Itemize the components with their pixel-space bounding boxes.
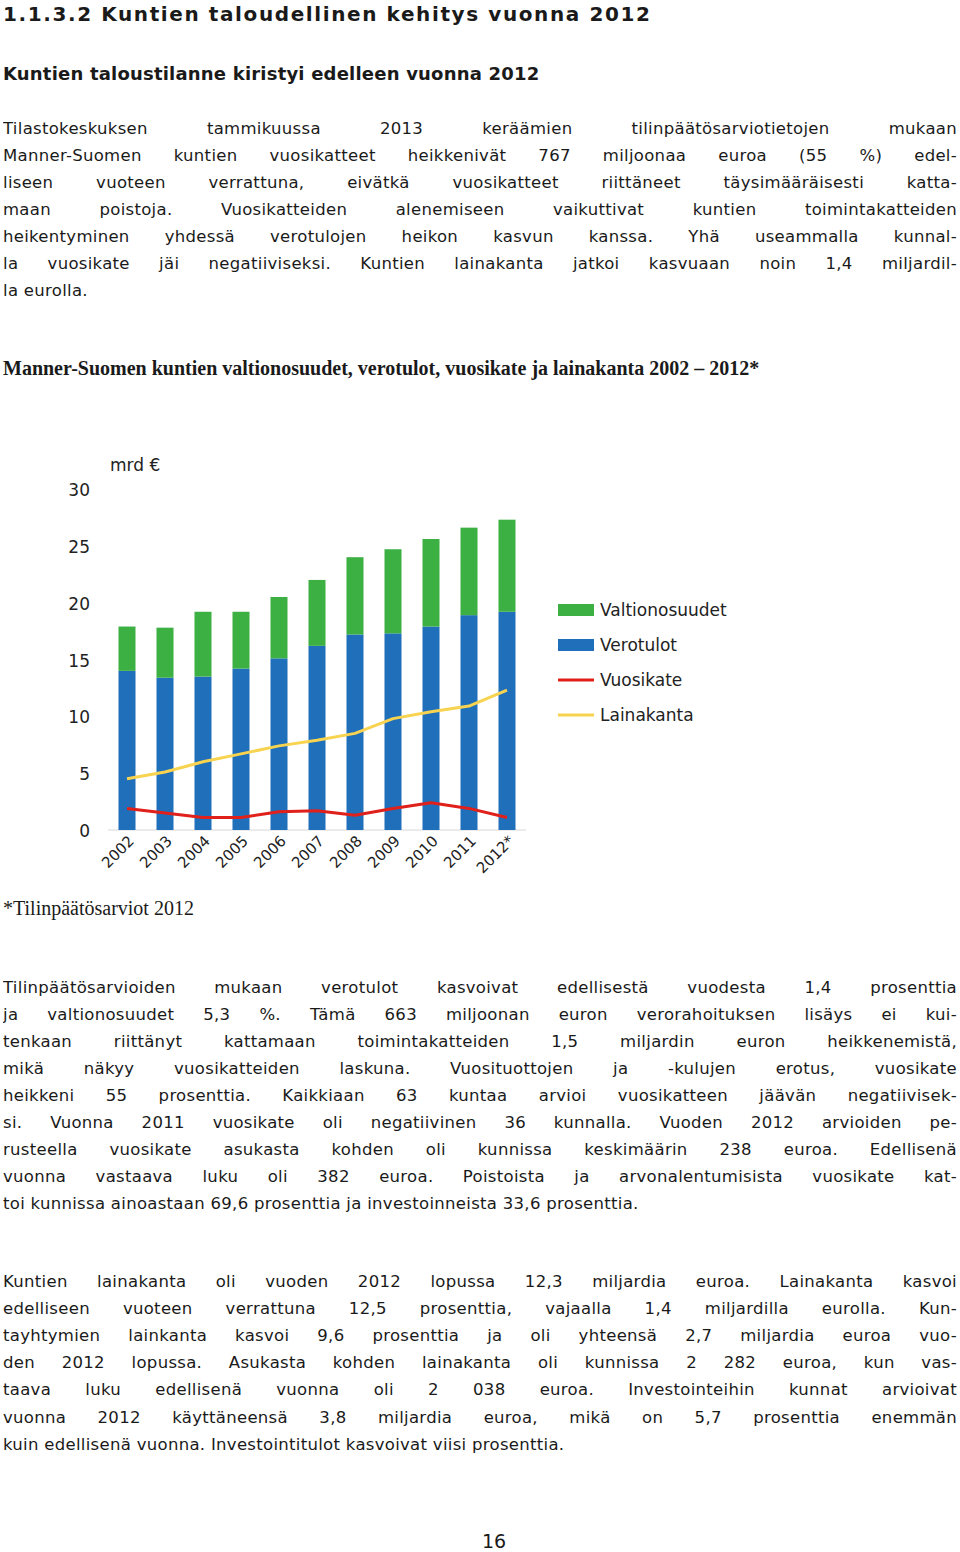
tick-label: 10: [68, 707, 90, 727]
bar: [461, 615, 478, 830]
legend-label: Valtionosuudet: [600, 600, 727, 620]
bar: [499, 520, 516, 612]
bar: [157, 678, 174, 830]
text-line: toi kunnissa ainoastaan 69,6 prosenttia …: [3, 1190, 957, 1217]
tick-mark: [96, 716, 101, 717]
tick-label: 2004: [174, 832, 214, 872]
tick-mark: [96, 659, 101, 660]
bar: [119, 627, 136, 671]
legend-label: Lainakanta: [600, 705, 694, 725]
bar: [461, 528, 478, 616]
line-series: [127, 803, 507, 818]
tick-mark: [96, 602, 101, 603]
text-line: den 2012 lopussa. Asukasta kohden lainak…: [3, 1349, 957, 1376]
text-line: Tilastokeskuksen tammikuussa 2013 kerääm…: [3, 115, 957, 142]
tick-label: 15: [68, 651, 90, 671]
text-line: si. Vuonna 2011 vuosikate oli negatiivin…: [3, 1109, 957, 1136]
bar: [119, 671, 136, 830]
footnote: *Tilinpäätösarviot 2012: [3, 894, 194, 922]
legend-label: Vuosikate: [600, 670, 682, 690]
text-line: la vuosikate jäi negatiiviseksi. Kuntien…: [3, 250, 957, 277]
line-series: [127, 690, 507, 779]
subheading: Kuntien taloustilanne kiristyi edelleen …: [3, 60, 539, 88]
text-line: ja valtionosuudet 5,3 %. Tämä 663 miljoo…: [3, 1001, 957, 1028]
bar: [271, 597, 288, 658]
section-heading: 1.1.3.2 Kuntien taloudellinen kehitys vu…: [3, 0, 651, 28]
text-line: vuonna vastaava luku oli 382 euroa. Pois…: [3, 1163, 957, 1190]
legend-swatch: [558, 714, 594, 717]
text-line: liseen vuoteen verrattuna, eivätkä vuosi…: [3, 169, 957, 196]
bar: [385, 633, 402, 830]
tick-label: 0: [79, 821, 90, 841]
bar: [423, 539, 440, 627]
text-line: tenkaan riittänyt kattamaan toimintakatt…: [3, 1028, 957, 1055]
page-number: 16: [480, 1527, 508, 1552]
legend-label: Verotulot: [600, 635, 677, 655]
tick-label: 2002: [98, 832, 138, 872]
bar: [195, 612, 212, 677]
legend-swatch: [558, 679, 594, 682]
text-line: kuin edellisenä vuonna. Investointitulot…: [3, 1431, 957, 1458]
text-line: Manner-Suomen kuntien vuosikatteet heikk…: [3, 142, 957, 169]
chart-title: Manner-Suomen kuntien valtionosuudet, ve…: [3, 354, 759, 382]
bar: [233, 612, 250, 669]
tick-label: 5: [79, 764, 90, 784]
tick-mark: [96, 773, 101, 774]
text-line: heikentyminen yhdessä verotulojen heikon…: [3, 223, 957, 250]
text-line: tayhtymien lainkanta kasvoi 9,6 prosentt…: [3, 1322, 957, 1349]
text-line: heikkeni 55 prosenttia. Kaikkiaan 63 kun…: [3, 1082, 957, 1109]
tick-label: 2003: [136, 832, 176, 872]
tick-label: 2008: [326, 832, 366, 872]
axis-label: mrd €: [110, 455, 160, 475]
text-line: rusteella vuosikate asukasta kohden oli …: [3, 1136, 957, 1163]
tick-label: 2009: [364, 832, 404, 872]
chart: mrd €05101520253020022003200420052006200…: [0, 440, 960, 910]
bar: [309, 580, 326, 646]
tick-label: 2007: [288, 832, 328, 872]
tick-mark: [96, 489, 101, 490]
plot-area: [119, 520, 516, 830]
tick-label: 20: [68, 594, 90, 614]
tick-label: 2005: [212, 832, 252, 872]
text-line: edelliseen vuoteen verrattuna 12,5 prose…: [3, 1295, 957, 1322]
text-line: Kuntien lainakanta oli vuoden 2012 lopus…: [3, 1268, 957, 1295]
tick-label: 2006: [250, 832, 290, 872]
legend-swatch: [558, 639, 594, 651]
tick-mark: [96, 545, 101, 546]
bar: [195, 677, 212, 830]
text-line: maan poistoja. Vuosikatteiden alenemisee…: [3, 196, 957, 223]
bar: [423, 627, 440, 830]
tick-label: 2010: [402, 832, 442, 872]
bar: [233, 669, 250, 830]
text-line: taava luku edellisenä vuonna oli 2 038 e…: [3, 1376, 957, 1403]
tick-mark: [96, 830, 101, 831]
tick-label: 25: [68, 537, 90, 557]
bar: [347, 557, 364, 634]
bar: [385, 549, 402, 633]
text-line: Tilinpäätösarvioiden mukaan verotulot ka…: [3, 974, 957, 1001]
tick-label: 2012*: [473, 832, 518, 877]
bar: [157, 628, 174, 678]
text-line: mikä näkyy vuosikatteiden laskuna. Vuosi…: [3, 1055, 957, 1082]
text-line: vuonna 2012 käyttäneensä 3,8 miljardia e…: [3, 1404, 957, 1431]
bar: [499, 612, 516, 830]
tick-label: 30: [68, 480, 90, 500]
text-line: la eurolla.: [3, 277, 957, 304]
legend-swatch: [558, 604, 594, 616]
